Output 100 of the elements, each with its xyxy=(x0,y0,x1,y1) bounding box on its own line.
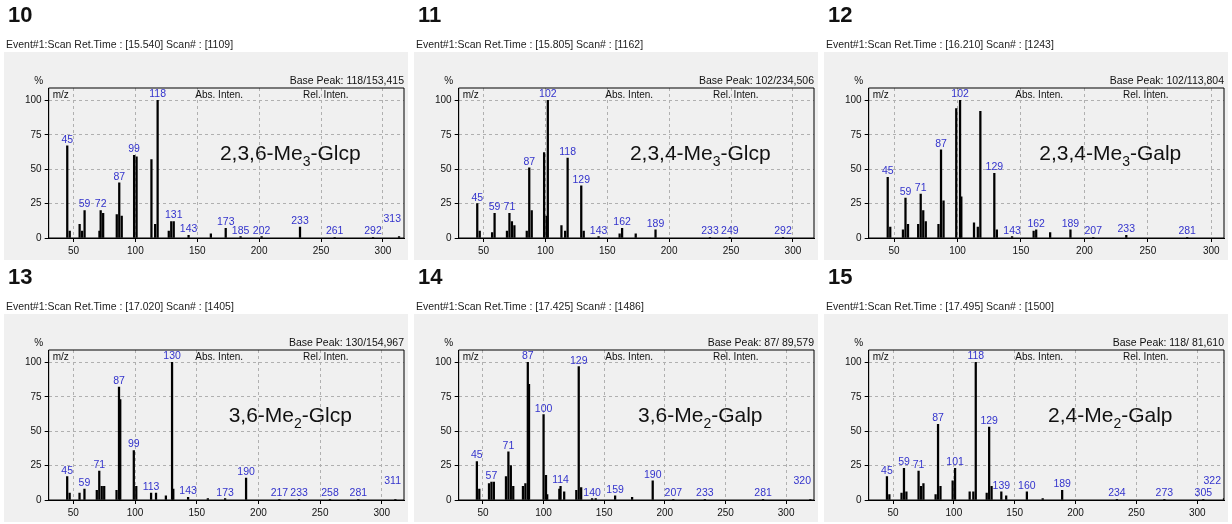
x-tick-label: 300 xyxy=(784,244,802,256)
annotation: 217 xyxy=(270,486,289,499)
x-tick-label: 100 xyxy=(127,244,145,256)
annotation: 45 xyxy=(61,463,74,476)
annotation: 143 xyxy=(1003,223,1021,236)
x-tick-label: 300 xyxy=(777,506,795,518)
x-tick-label: 50 xyxy=(477,244,490,256)
y-tick-label: 50 xyxy=(850,162,863,174)
chart-subtitle: Event#1:Scan Ret.Time : [16.210] Scan# : [1243] xyxy=(826,38,1054,50)
annotation: Abs. Inten. xyxy=(195,351,244,362)
x-tick-label: 300 xyxy=(1188,506,1207,518)
text: Base Peak: 102/234,506 xyxy=(698,74,815,86)
y-axis-title: % xyxy=(854,75,864,86)
annotation: 292 xyxy=(774,224,792,237)
annotation: 59 xyxy=(78,475,91,488)
annotation: 140 xyxy=(583,485,601,498)
chart-subtitle: Event#1:Scan Ret.Time : [15.805] Scan# : [1162] xyxy=(416,38,644,50)
annotation: Rel. Inten. xyxy=(713,89,759,100)
annotation: 114 xyxy=(552,473,570,486)
annotation: m/z xyxy=(462,351,479,362)
annotation: 71 xyxy=(912,458,925,471)
y-axis-title: % xyxy=(34,337,44,348)
annotation: 129 xyxy=(572,172,591,185)
x-tick-label: 200 xyxy=(656,506,674,518)
y-tick-label: 25 xyxy=(440,197,453,209)
annotation: 261 xyxy=(325,224,344,237)
annotation: 59 xyxy=(898,455,910,468)
chart-title: 12 xyxy=(828,2,853,28)
annotation: Rel. Inten. xyxy=(1123,89,1169,100)
text: Base Peak: 87/ 89,579 xyxy=(707,336,815,348)
x-tick-label: 300 xyxy=(373,506,391,518)
annotation: 305 xyxy=(1194,486,1213,499)
annotation: 118 xyxy=(149,87,167,100)
annotation: 118 xyxy=(559,145,577,158)
chart-title: 10 xyxy=(8,2,33,28)
annotation: Abs. Inten. xyxy=(1015,351,1064,362)
annotation: 143 xyxy=(179,222,198,235)
annotation: 102 xyxy=(951,87,969,100)
chart-title: 15 xyxy=(828,264,853,290)
x-tick-label: 250 xyxy=(312,244,330,256)
annotation: 189 xyxy=(646,216,665,229)
annotation: 233 xyxy=(1117,222,1136,235)
annotation: Rel. Inten. xyxy=(713,351,759,362)
x-tick-label: 250 xyxy=(311,506,329,518)
annotation: 189 xyxy=(1061,216,1080,229)
x-tick-label: 250 xyxy=(1139,244,1157,256)
chart-subtitle: Event#1:Scan Ret.Time : [15.540] Scan# : [1109] xyxy=(6,38,234,50)
x-tick-label: 150 xyxy=(598,244,617,256)
annotation: m/z xyxy=(872,89,889,100)
annotation: 233 xyxy=(290,486,309,499)
y-axis-title: % xyxy=(854,337,864,348)
y-tick-label: 100 xyxy=(435,356,453,368)
annotation: 87 xyxy=(932,411,945,424)
y-tick-label: 0 xyxy=(36,493,43,505)
y-axis-title: % xyxy=(444,75,454,86)
y-tick-label: 50 xyxy=(440,424,453,436)
annotation: 99 xyxy=(127,437,140,450)
x-tick-label: 150 xyxy=(595,506,613,518)
y-tick-label: 75 xyxy=(850,128,863,140)
chart-subtitle: Event#1:Scan Ret.Time : [17.425] Scan# : [1486] xyxy=(416,300,644,312)
y-tick-label: 25 xyxy=(850,197,863,209)
x-tick-label: 50 xyxy=(888,244,901,256)
annotation: 102 xyxy=(539,87,557,100)
annotation: 71 xyxy=(502,438,515,451)
annotation: 233 xyxy=(291,213,309,226)
annotation: 162 xyxy=(613,215,632,228)
text: Base Peak: 102/113,804 xyxy=(1109,74,1225,86)
x-tick-label: 300 xyxy=(374,244,392,256)
annotation: 59 xyxy=(899,185,912,198)
chart-subtitle: Event#1:Scan Ret.Time : [17.495] Scan# : [1500] xyxy=(826,300,1054,312)
x-tick-label: 200 xyxy=(660,244,678,256)
x-tick-label: 50 xyxy=(67,506,80,518)
annotation: 131 xyxy=(164,208,183,221)
x-tick-label: 50 xyxy=(887,506,900,518)
annotation: 159 xyxy=(606,482,625,495)
y-tick-label: 0 xyxy=(446,493,453,505)
annotation: 45 xyxy=(881,463,893,476)
y-tick-label: 50 xyxy=(30,424,43,436)
chart-title: 11 xyxy=(418,2,442,28)
x-tick-label: 150 xyxy=(188,244,207,256)
annotation: 173 xyxy=(216,215,235,228)
y-tick-label: 75 xyxy=(30,128,43,140)
annotation: 45 xyxy=(471,190,484,203)
x-tick-label: 200 xyxy=(250,506,268,518)
annotation: 59 xyxy=(78,197,91,210)
annotation: 292 xyxy=(364,224,382,237)
annotation: 202 xyxy=(252,223,271,236)
annotation: Abs. Inten. xyxy=(195,89,244,100)
x-tick-label: 100 xyxy=(945,506,963,518)
annotation: 87 xyxy=(113,374,125,387)
y-tick-label: 25 xyxy=(440,459,453,471)
x-tick-label: 300 xyxy=(1202,244,1221,256)
annotation: Abs. Inten. xyxy=(605,351,654,362)
chart-title: 14 xyxy=(418,264,443,290)
y-axis-title: % xyxy=(34,75,44,86)
annotation: 233 xyxy=(696,486,714,499)
annotation: 249 xyxy=(721,224,739,237)
annotation: 320 xyxy=(793,474,812,487)
annotation: 129 xyxy=(569,353,588,366)
annotation: 139 xyxy=(992,478,1011,491)
